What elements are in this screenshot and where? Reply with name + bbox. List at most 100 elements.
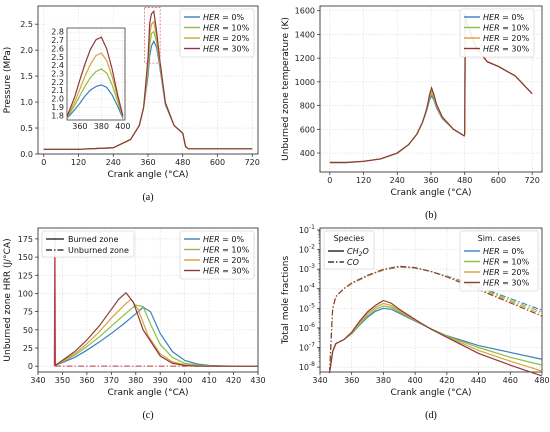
legend-entry-prefix: HER: [203, 34, 220, 43]
legend-entry-prefix: HER: [203, 235, 220, 244]
x-tick-label: 400: [177, 376, 192, 385]
x-tick-label: 720: [525, 176, 540, 185]
panel-caption: (b): [425, 210, 437, 221]
species-name: CO: [347, 258, 359, 267]
panel-caption: (c): [142, 410, 153, 421]
x-tick-label: 400: [408, 376, 423, 385]
y-axis-label: Unburned zone temperature (K): [281, 17, 291, 161]
legend-entry-suffix: = 0%: [500, 13, 525, 22]
inset-series-line-her-2: [66, 52, 124, 118]
inset-y-tick-label: 2.3: [51, 70, 64, 79]
y-tick-label: 10-1: [299, 224, 315, 235]
inset-chart: 360 380 400 1.81.92.02.12.22.32.42.52.62.72…: [45, 24, 130, 132]
legend-entry-prefix: HER: [203, 256, 220, 265]
inset-x-tick-label: 360: [72, 122, 87, 131]
legend-entry-suffix: = 0%: [500, 247, 525, 256]
y-axis-label: Total mole fractions: [281, 256, 291, 346]
x-tick-label: 360: [423, 176, 438, 185]
series-line-her-2: [54, 298, 258, 367]
inset-y-tick-label: 2.6: [51, 44, 64, 53]
legend-title: Sim. cases: [478, 234, 521, 243]
legend-entry: HER = 30%: [483, 45, 530, 54]
legend-entry-prefix: HER: [483, 24, 500, 33]
species-legend-title: Species: [334, 234, 365, 243]
series-line-her-1: [54, 304, 258, 367]
y-tick-base: 10: [299, 363, 309, 372]
y-tick-base: 10: [299, 324, 309, 333]
legend-entry: HER = 0%: [203, 235, 245, 244]
legend-entry: HER = 30%: [203, 45, 250, 54]
x-tick-label: 240: [390, 176, 405, 185]
legend-entry-prefix: HER: [483, 268, 500, 277]
ch2o-line-her-2: [328, 302, 543, 374]
y-tick-base: 10: [299, 304, 309, 313]
y-tick-label: 50: [23, 326, 33, 335]
legend-entry-prefix: HER: [483, 247, 500, 256]
legend-entry-suffix: = 20%: [500, 268, 530, 277]
x-tick-label: 0: [327, 176, 332, 185]
legend-entry-suffix: = 30%: [500, 279, 530, 288]
species-subscript: 2: [359, 251, 363, 258]
co-line-her-3: [328, 265, 543, 374]
species-name: CH: [347, 247, 359, 256]
legend-entry-prefix: HER: [203, 24, 220, 33]
legend-entry-suffix: = 10%: [220, 24, 250, 33]
inset-series-line-her-1: [66, 68, 124, 118]
legend-entry-suffix: = 30%: [220, 45, 250, 54]
y-tick-label: 1600: [295, 7, 315, 16]
y-tick-exponent: -1: [309, 224, 315, 231]
y-tick-exponent: -4: [309, 283, 315, 290]
plot-frame: [37, 227, 259, 373]
x-tick-label: 380: [128, 376, 143, 385]
inset-y-tick-label: 2.5: [51, 53, 64, 62]
legend-entry-prefix: HER: [483, 45, 500, 54]
legend-entry: HER = 10%: [203, 24, 250, 33]
y-tick-label: 10-3: [299, 263, 315, 274]
x-tick-label: 480: [175, 158, 190, 167]
inset-y-tick-label: 2.4: [51, 61, 64, 70]
y-tick-label: 2.0: [20, 46, 33, 55]
chart-b: 0 120 240 360 480 600 720 400 600 800 1000 1200 1400…: [281, 5, 543, 221]
species-legend-box: [323, 230, 375, 270]
y-tick-exponent: -2: [309, 244, 315, 251]
legend-entry-suffix: = 20%: [220, 34, 250, 43]
x-tick-label: 430: [250, 376, 265, 385]
legend-entry-prefix: HER: [483, 34, 500, 43]
x-tick-label: 350: [55, 376, 70, 385]
inset-frame: [66, 27, 126, 121]
y-tick-base: 10: [299, 285, 309, 294]
x-tick-label: 240: [106, 158, 121, 167]
y-tick-label: 1400: [295, 30, 315, 39]
legend-entry-suffix: = 0%: [220, 13, 245, 22]
legend-entry: HER = 20%: [203, 34, 250, 43]
y-tick-label: 2.5: [20, 20, 33, 29]
inset-y-tick-label: 2.1: [51, 86, 64, 95]
inset-y-tick-label: 2.2: [51, 78, 64, 87]
y-tick-label: 100: [18, 289, 33, 298]
x-tick-label: 600: [210, 158, 225, 167]
legend-entry-suffix: = 20%: [500, 34, 530, 43]
x-tick-label: 410: [201, 376, 216, 385]
x-tick-label: 420: [226, 376, 241, 385]
x-tick-label: 480: [457, 176, 472, 185]
style-legend-box: [41, 230, 135, 258]
legend-entry-suffix: = 20%: [220, 256, 250, 265]
x-tick-label: 390: [153, 376, 168, 385]
y-tick-label: 800: [300, 102, 315, 111]
y-tick-base: 10: [299, 246, 309, 255]
x-tick-label: 360: [344, 376, 359, 385]
x-tick-label: 440: [471, 376, 486, 385]
legend-entry-suffix: = 10%: [500, 258, 530, 267]
y-tick-label: 0: [28, 362, 33, 371]
x-tick-label: 120: [71, 158, 86, 167]
x-tick-label: 460: [503, 376, 518, 385]
legend-entry-suffix: = 30%: [220, 267, 250, 276]
y-tick-label: 125: [18, 271, 33, 280]
chart-d: 340 360 380 400 420 440 460 480 Crank angle (°CA…: [281, 224, 550, 421]
legend-box: [179, 230, 255, 280]
x-tick-label: 340: [30, 376, 45, 385]
y-tick-label: 10-2: [299, 244, 315, 255]
y-tick-exponent: -6: [309, 322, 315, 329]
plot-frame: [319, 227, 543, 373]
